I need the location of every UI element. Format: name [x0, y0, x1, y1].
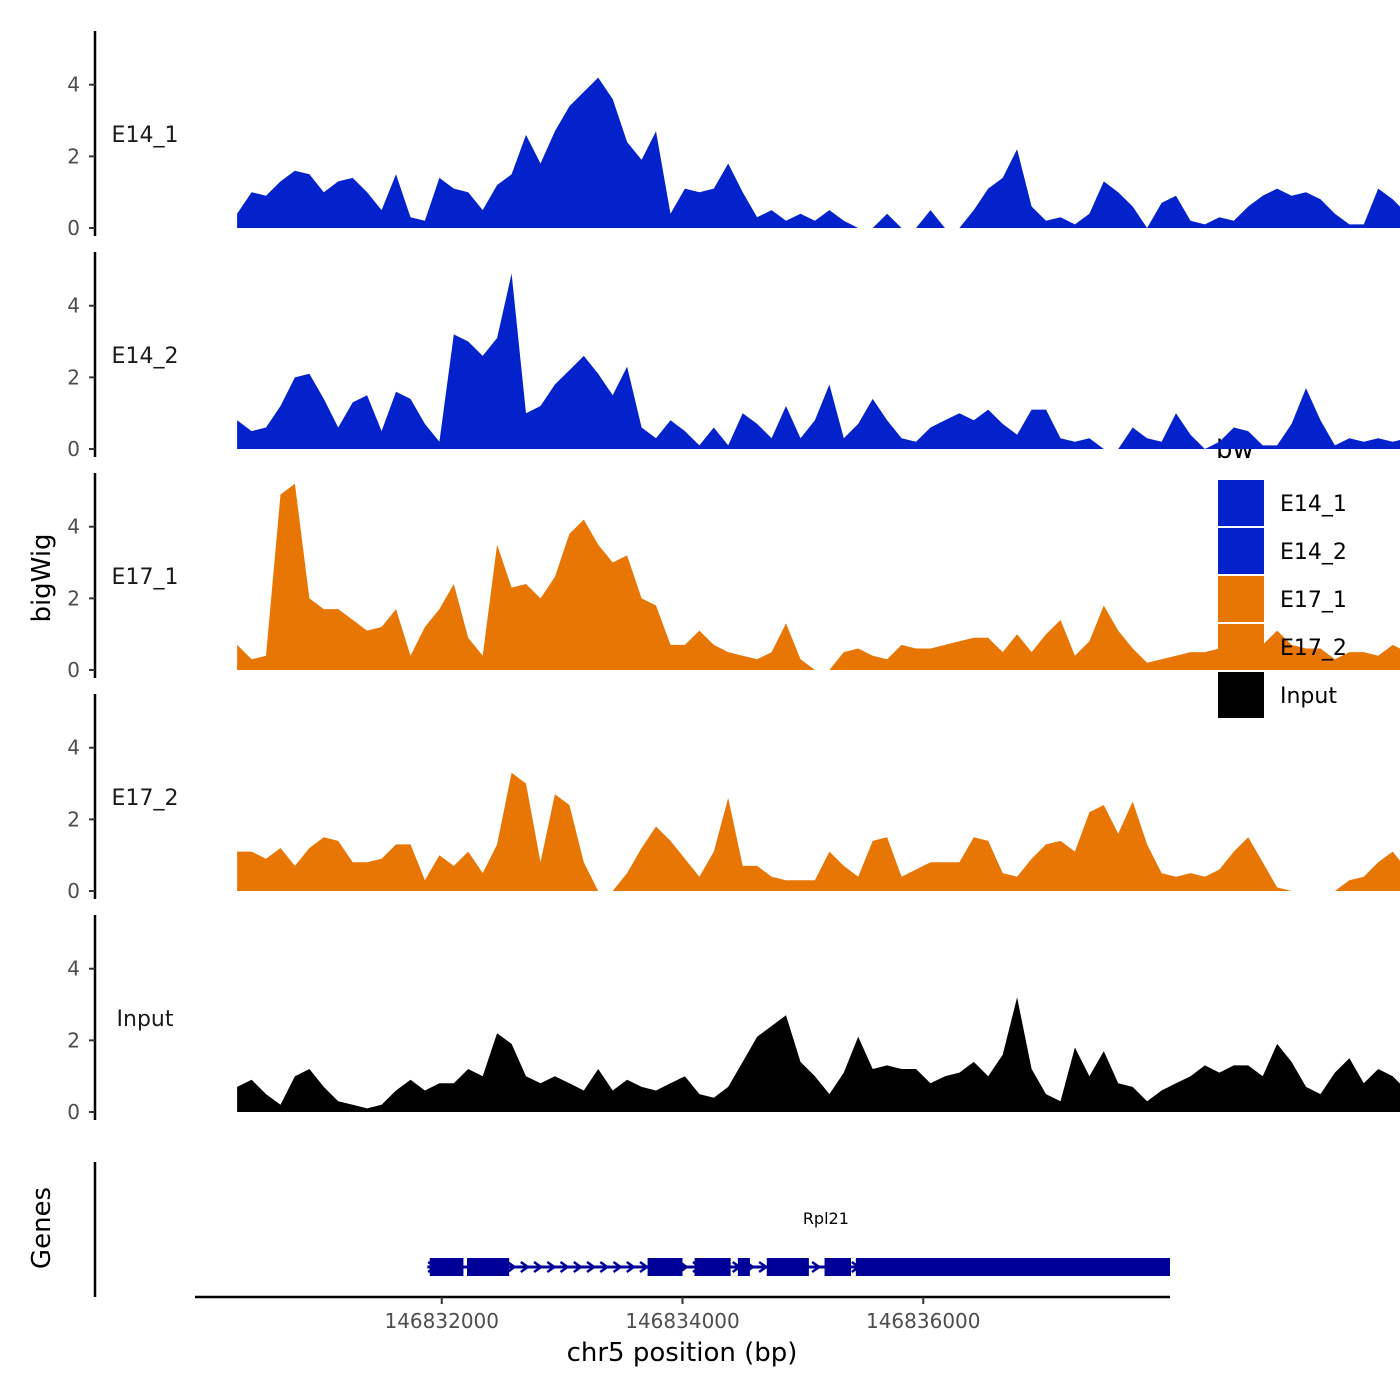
strand-arrow	[758, 1260, 769, 1274]
strand-arrow	[520, 1260, 530, 1274]
track-label: E17_2	[112, 786, 179, 811]
strand-arrow	[586, 1260, 597, 1274]
strand-arrow	[612, 1260, 623, 1274]
y-tick-label: 4	[67, 736, 80, 760]
track-panel-E14_1: 0 2 4 E14_1	[67, 31, 1400, 240]
coverage-area-E14_2	[1204, 388, 1400, 449]
genes-track-title: Genes	[27, 1187, 57, 1269]
strand-arrow	[639, 1260, 650, 1274]
coverage-area-E14_1	[1147, 188, 1400, 228]
gene-exon	[694, 1258, 731, 1276]
coverage-area-E14_2	[1118, 413, 1205, 449]
y-tick-label: 4	[67, 957, 80, 981]
legend-label-E14_2: E14_2	[1280, 540, 1347, 565]
y-tick-label: 2	[67, 144, 80, 168]
coverage-area-E17_2	[612, 797, 1292, 891]
legend-label-E17_1: E17_1	[1280, 588, 1347, 613]
y-tick-label: 2	[67, 586, 80, 610]
track-label: E14_2	[112, 344, 179, 369]
strand-arrow	[599, 1260, 610, 1274]
y-tick-label: 4	[67, 294, 80, 318]
x-tick-label: 146832000	[384, 1309, 499, 1333]
x-tick-label: 146836000	[866, 1309, 981, 1333]
strand-arrow	[559, 1260, 570, 1274]
strand-arrow	[546, 1260, 557, 1274]
gene-exon	[737, 1258, 750, 1276]
y-tick-label: 4	[67, 515, 80, 539]
strand-arrow	[811, 1260, 822, 1274]
genes-layer: Rpl21	[93, 1162, 1170, 1297]
y-tick-label: 0	[67, 879, 80, 903]
legend-key-E14_1	[1218, 480, 1264, 526]
coverage-area-E14_1	[916, 210, 945, 228]
track-panel-Input: 0 2 4 Input	[67, 915, 1400, 1124]
x-axis-title: chr5 position (bp)	[567, 1338, 798, 1368]
y-tick-label: 2	[67, 1028, 80, 1052]
coverage-area-E14_1	[959, 149, 1148, 228]
track-panel-E17_2: 0 2 4 E17_2	[67, 694, 1400, 903]
legend-key-E17_2	[1218, 624, 1264, 670]
coverage-area-E17_2	[1334, 851, 1400, 891]
coverage-area-E14_1	[872, 213, 902, 228]
y-axis-title: bigWig	[27, 533, 57, 622]
legend-label-Input: Input	[1280, 684, 1337, 709]
coverage-area-Input	[237, 997, 1400, 1112]
y-tick-label: 0	[67, 216, 80, 240]
gene-exon	[766, 1258, 809, 1276]
gene-exon	[647, 1258, 683, 1276]
strand-arrow	[506, 1260, 517, 1274]
track-panel-E17_1: 0 2 4 E17_1	[67, 473, 1400, 682]
y-tick-label: 2	[67, 365, 80, 389]
legend-key-E14_2	[1218, 528, 1264, 574]
track-label: Input	[117, 1007, 174, 1032]
legend-key-Input	[1218, 672, 1264, 718]
x-tick-label: 146834000	[625, 1309, 740, 1333]
y-tick-label: 2	[67, 807, 80, 831]
coverage-area-E14_1	[237, 77, 859, 228]
tracks-layer: 0 2 4 E14_1 0 2 4 E14_2 0 2 4 E17_1 0 2 4 E17_2 0 2 4 Input	[67, 31, 1400, 1124]
track-panel-E14_2: 0 2 4 E14_2	[67, 252, 1400, 461]
legend-label-E14_1: E14_1	[1280, 492, 1347, 517]
coverage-area-E17_2	[237, 772, 599, 891]
x-axis: 146832000 146834000 146836000	[195, 1295, 1170, 1333]
y-tick-label: 0	[67, 658, 80, 682]
track-label: E17_1	[112, 565, 179, 590]
y-tick-label: 4	[67, 73, 80, 97]
legend-key-E17_1	[1218, 576, 1264, 622]
strand-arrow	[533, 1260, 544, 1274]
strand-arrow	[626, 1260, 636, 1274]
y-tick-label: 0	[67, 437, 80, 461]
coverage-area-E17_1	[237, 483, 815, 670]
y-tick-label: 0	[67, 1100, 80, 1124]
coverage-area-E14_2	[237, 273, 1104, 449]
gene-exon	[855, 1258, 1170, 1276]
legend-label-E17_2: E17_2	[1280, 636, 1347, 661]
gene-exon	[824, 1258, 852, 1276]
track-label: E14_1	[112, 123, 179, 148]
legend: E14_1 E14_2 E17_1 E17_2 Input	[1218, 480, 1347, 718]
gene-name-label: Rpl21	[803, 1209, 849, 1228]
strand-arrow	[573, 1260, 583, 1274]
gene-exon	[467, 1258, 510, 1276]
gene-exon	[429, 1258, 464, 1276]
gene-model: Rpl21	[427, 1209, 1170, 1276]
